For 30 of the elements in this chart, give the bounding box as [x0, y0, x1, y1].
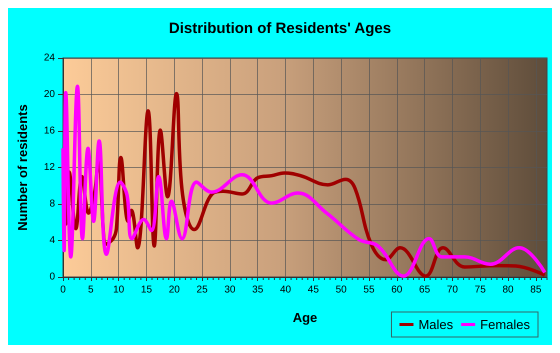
x-tick-label: 5 — [88, 284, 94, 296]
y-tick-label: 8 — [49, 198, 56, 210]
y-tick-label: 20 — [44, 89, 56, 100]
y-tick-label: 4 — [49, 235, 56, 246]
x-tick-label: 20 — [168, 284, 180, 296]
x-tick-label: 70 — [446, 284, 458, 296]
x-tick-label: 75 — [474, 284, 486, 296]
x-tick-label: 60 — [391, 284, 403, 296]
y-tick-label: 16 — [44, 126, 56, 136]
chart-title: Distribution of Residents' Ages — [168, 20, 392, 37]
x-tick-label: 15 — [140, 284, 152, 296]
y-tick-label: 12 — [44, 162, 56, 173]
x-tick-label: 30 — [224, 284, 236, 296]
x-tick-label: 50 — [336, 284, 348, 296]
x-tick-label: 35 — [252, 284, 264, 296]
x-tick-label: 55 — [363, 284, 375, 296]
x-tick-label: 45 — [308, 284, 320, 296]
y-tick-label: 24 — [44, 52, 56, 64]
x-tick-label: 85 — [530, 284, 542, 296]
x-tick-label: 40 — [280, 284, 292, 296]
x-tick-label: 25 — [196, 284, 208, 296]
x-axis-title: Age — [292, 310, 318, 325]
x-tick-label: 10 — [113, 284, 125, 296]
y-axis-title: Number of residents — [15, 104, 30, 231]
legend-label: Females — [480, 317, 530, 332]
x-tick-label: 65 — [419, 284, 431, 296]
legend-label: Males — [418, 317, 454, 332]
x-tick-label: 80 — [502, 284, 514, 296]
x-tick-label: 0 — [60, 284, 66, 296]
y-tick-label: 0 — [49, 272, 56, 282]
